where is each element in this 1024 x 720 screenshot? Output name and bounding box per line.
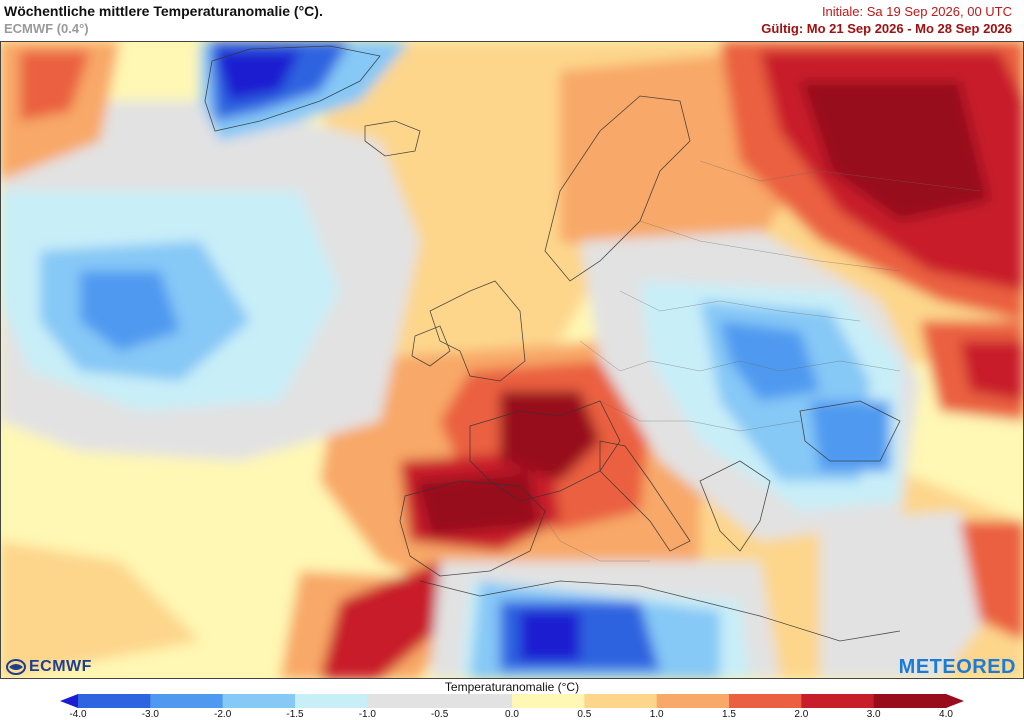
colorbar-tick-label: 1.0 xyxy=(649,709,664,720)
colorbar-segment xyxy=(873,694,947,708)
hot-zone-northwest-corner xyxy=(20,51,90,121)
colorbar-tick-label: 0.0 xyxy=(505,709,519,720)
colorbar-tick-label: 2.0 xyxy=(794,709,809,720)
colorbar-arrow-max xyxy=(946,694,964,708)
colorbar-arrow-min xyxy=(60,694,78,708)
colorbar-tick-label: 0.5 xyxy=(577,709,592,720)
coastlines xyxy=(204,45,901,642)
ireland-coast xyxy=(411,325,451,367)
border-line-1 xyxy=(579,340,901,372)
valid-period: Gültig: Mo 21 Sep 2026 - Mo 28 Sep 2026 xyxy=(761,21,1012,36)
country-borders xyxy=(539,160,981,562)
cold-zone-atlantic xyxy=(80,271,180,351)
italy-coast xyxy=(599,440,691,552)
black-sea-coast xyxy=(799,400,901,462)
colorbar-tick-label: -0.5 xyxy=(431,709,449,720)
scandinavia-coast xyxy=(544,95,691,282)
colorbar-tick-label: 4.0 xyxy=(939,709,953,720)
colorbar-segment xyxy=(656,694,730,708)
colorbar-segment xyxy=(222,694,296,708)
colorbar-tick-label: -2.0 xyxy=(214,709,232,720)
ecmwf-logo: ECMWF xyxy=(6,658,92,676)
greenland-coast xyxy=(204,45,381,132)
colorbar-segment xyxy=(729,694,802,708)
map-title: Wöchentliche mittlere Temperaturanomalie… xyxy=(4,3,323,19)
init-time: Initiale: Sa 19 Sep 2026, 00 UTC xyxy=(821,4,1012,19)
colorbar-segment xyxy=(584,694,658,708)
colorbar-segment xyxy=(512,694,585,708)
border-line-3 xyxy=(619,290,861,322)
iceland-coast xyxy=(364,120,421,157)
colorbar-tick-label: -3.0 xyxy=(141,709,159,720)
colorbar-segment xyxy=(801,694,875,708)
very-hot-zone-caucasus xyxy=(960,341,1024,401)
extreme-hot-zone-france xyxy=(500,391,600,481)
colorbar-tick-label: -4.0 xyxy=(69,709,87,720)
border-line-4 xyxy=(639,220,901,272)
colorbar-segment xyxy=(295,694,368,708)
cold-zone-black-sea xyxy=(810,401,890,471)
border-line-5 xyxy=(539,510,650,562)
ecmwf-logo-text: ECMWF xyxy=(29,658,92,675)
colorbar-segment xyxy=(367,694,441,708)
warm-zone-atlantic-south xyxy=(0,541,200,679)
cold-zone-carpathians xyxy=(720,321,820,401)
border-line-6 xyxy=(699,160,981,192)
very-hot-zone-morocco xyxy=(320,561,460,679)
border-line-2 xyxy=(599,400,801,432)
north-africa-coast xyxy=(419,580,901,642)
colorbar-segment xyxy=(78,694,151,708)
great-britain-coast xyxy=(429,280,526,382)
extreme-hot-zone-russia xyxy=(800,81,990,221)
colorbar-tick-label: 3.0 xyxy=(866,709,881,720)
anomaly-map-svg xyxy=(0,41,1024,679)
colorbar-tick-label: -1.5 xyxy=(286,709,304,720)
meteored-logo: METEORED xyxy=(898,656,1016,678)
colorbar xyxy=(60,694,964,708)
balkans-coast xyxy=(699,460,771,552)
colorbar-tick-label: 1.5 xyxy=(722,709,736,720)
hot-zone-arabia xyxy=(960,521,1024,641)
colorbar-title: Temperaturanomalie (°C) xyxy=(444,680,580,694)
anomaly-map xyxy=(0,41,1024,679)
iberia-coast xyxy=(399,480,546,577)
extreme-hot-zone-spain xyxy=(415,471,540,536)
colorbar-segment xyxy=(439,694,513,708)
ecmwf-logo-icon xyxy=(6,659,26,675)
model-label: ECMWF (0.4°) xyxy=(4,21,89,36)
colorbar-tick-label: -1.0 xyxy=(358,709,376,720)
strong-cold-zone-greenland xyxy=(215,51,300,101)
colorbar-segment xyxy=(150,694,224,708)
strong-cold-zone-sahara xyxy=(520,611,580,661)
